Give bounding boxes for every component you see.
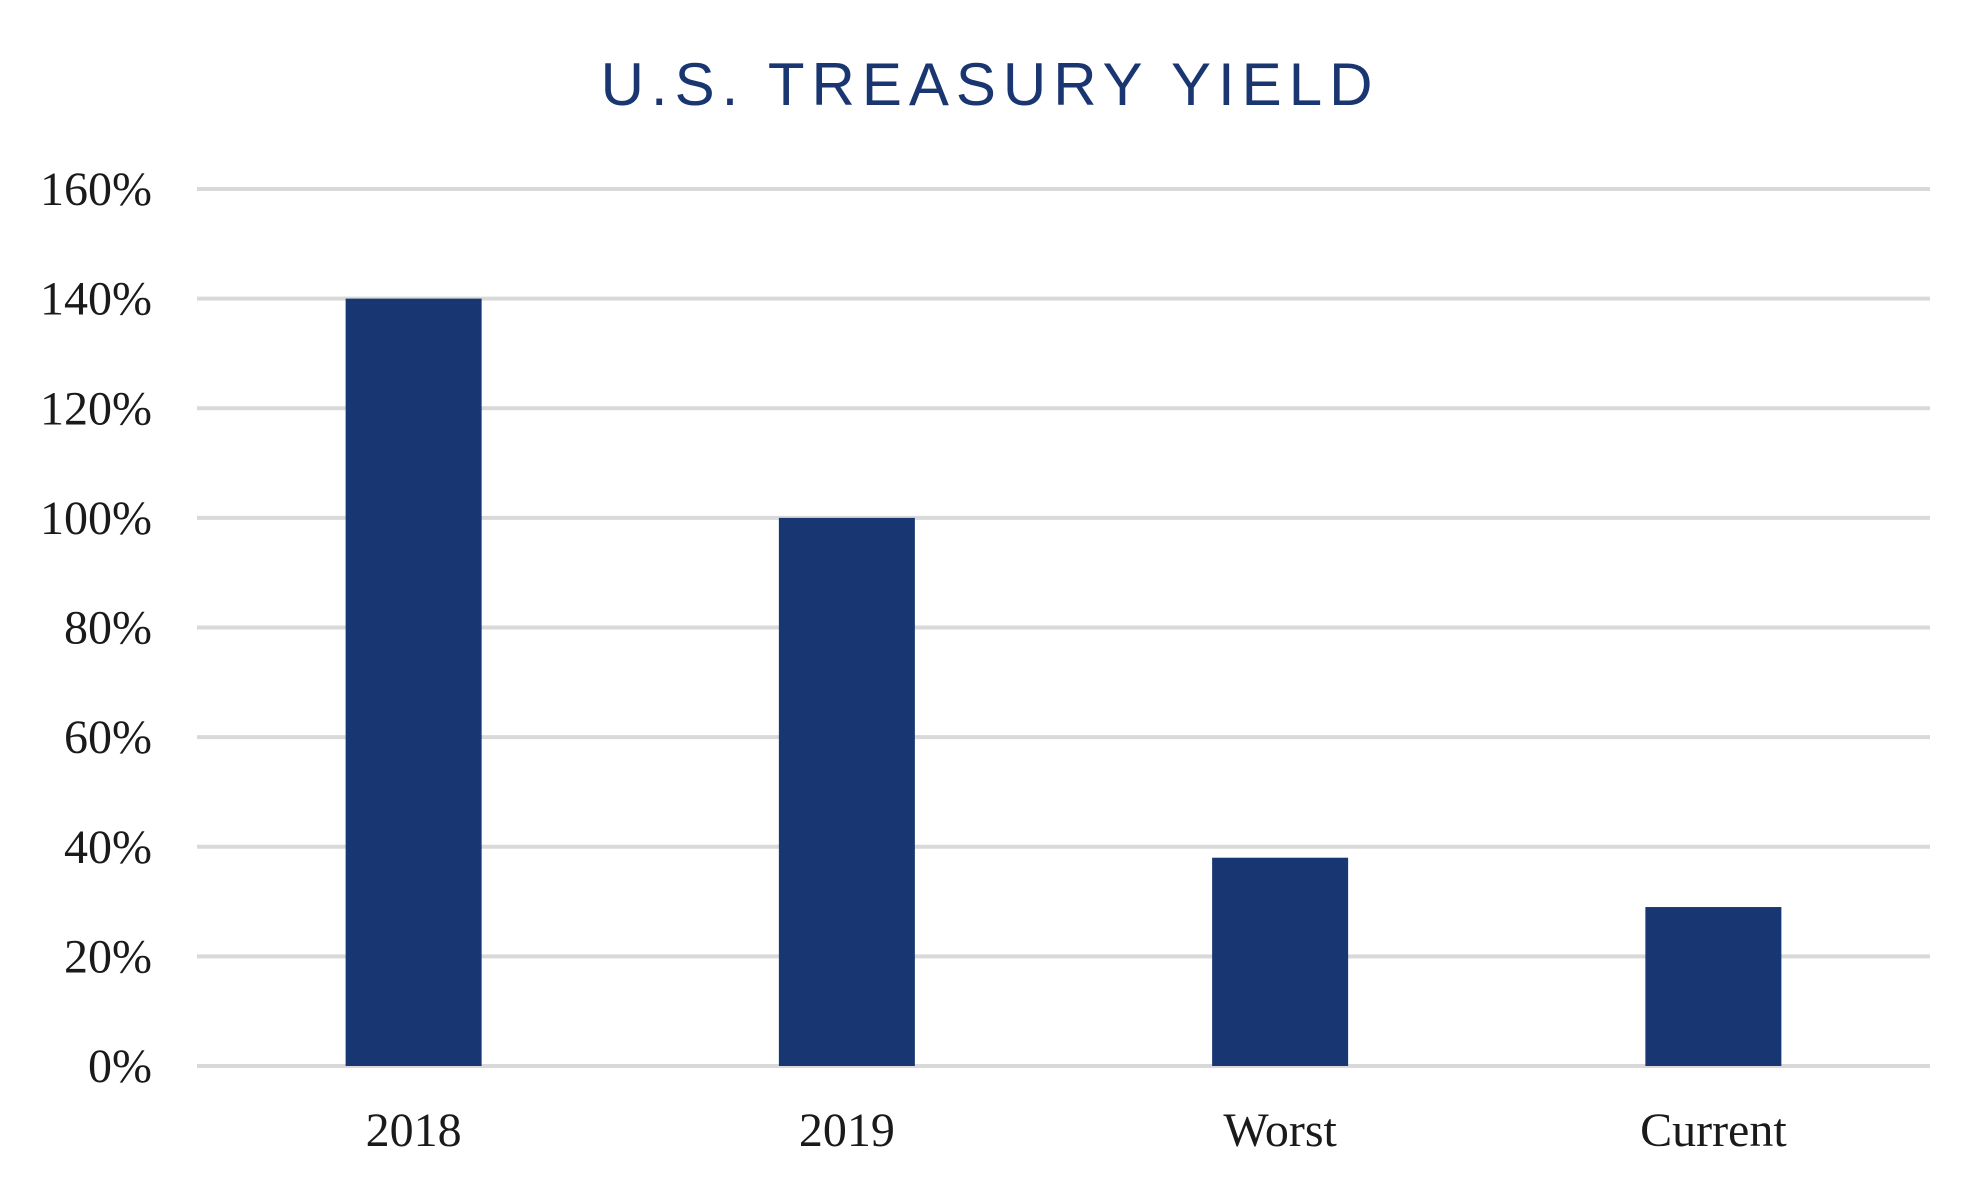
- y-tick-label: 160%: [40, 163, 152, 216]
- y-tick-label: 120%: [40, 382, 152, 435]
- bars: [345, 298, 1782, 1066]
- y-tick-label: 40%: [64, 821, 152, 874]
- y-tick-label: 140%: [40, 273, 152, 326]
- bar-worst: [1212, 857, 1349, 1066]
- y-tick-label: 100%: [40, 492, 152, 545]
- x-category-label: Worst: [1223, 1104, 1337, 1157]
- bar-2018: [345, 298, 482, 1066]
- y-tick-label: 20%: [64, 930, 152, 983]
- y-tick-label: 80%: [64, 602, 152, 655]
- bar-current: [1645, 907, 1782, 1066]
- y-tick-label: 0%: [88, 1040, 152, 1093]
- x-category-label: 2018: [366, 1104, 462, 1157]
- gridlines: [197, 187, 1930, 1068]
- bar-2019: [778, 517, 915, 1066]
- chart-title: U.S. TREASURY YIELD: [601, 51, 1380, 118]
- x-axis-category-labels: 2018 2019 Worst Current: [366, 1104, 1788, 1157]
- y-axis-tick-labels: 0% 20% 40% 60% 80% 100% 120% 140% 160%: [40, 163, 152, 1093]
- y-tick-label: 60%: [64, 711, 152, 764]
- x-category-label: Current: [1640, 1104, 1787, 1157]
- x-category-label: 2019: [799, 1104, 895, 1157]
